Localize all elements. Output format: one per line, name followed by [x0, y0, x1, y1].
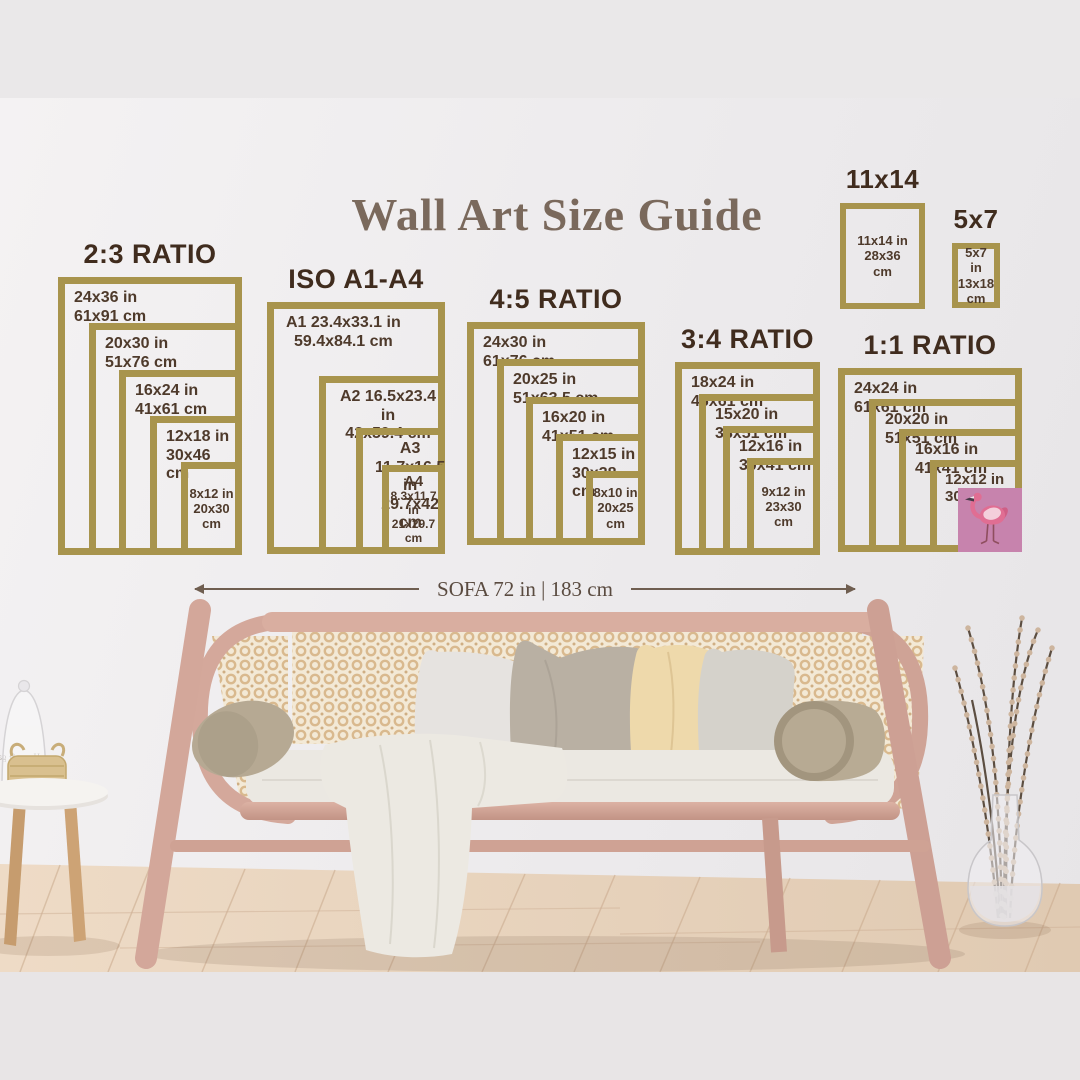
- size-frame: 8x12 in 20x30 cm: [181, 462, 242, 555]
- ratio-set-4-5: 4:5 RATIO 24x30 in 61x76 cm 20x25 in 51x…: [467, 284, 645, 545]
- sofa-left-leg: [135, 599, 211, 969]
- bottom-gray-band: [0, 972, 1080, 1080]
- ratio-header: 1:1 RATIO: [863, 330, 997, 360]
- size-header: 11x14: [845, 164, 920, 194]
- flamingo-illustration: [965, 492, 1008, 545]
- bolster-pillows: [191, 700, 885, 782]
- size-frame: 5x7 in 13x18 cm: [952, 243, 1000, 308]
- sofa-measurement-label: SOFA 72 in | 183 cm: [437, 576, 613, 601]
- size-set-5x7: 5x7 5x7 in 13x18 cm: [952, 204, 1000, 308]
- ratio-set-iso: ISO A1-A4 A1 23.4x33.1 in 59.4x84.1 cm A…: [267, 264, 445, 554]
- page-title: Wall Art Size Guide: [351, 188, 763, 240]
- size-frame: 11x14 in 28x36 cm: [840, 203, 925, 309]
- branch-vase: [952, 615, 1055, 927]
- size-set-11x14: 11x14 11x14 in 28x36 cm: [840, 164, 925, 309]
- size-frame: 8x10 in 20x25 cm: [586, 471, 645, 545]
- ratio-header: 4:5 RATIO: [489, 284, 623, 314]
- ratio-header: ISO A1-A4: [288, 264, 424, 294]
- right-arrow-line: [630, 584, 857, 594]
- rattan-sofa: [135, 599, 951, 969]
- left-arrow-line: [193, 584, 420, 594]
- draped-blanket: [320, 733, 568, 958]
- ratio-set-1-1: 1:1 RATIO 24x24 in 61x61 cm 20x20 in 51x…: [838, 330, 1022, 552]
- size-frame: A4 8.3x11.7 in 21x29.7 cm: [382, 465, 445, 554]
- ratio-set-2-3: 2:3 RATIO 24x36 in 61x91 cm 20x30 in 51x…: [58, 239, 242, 555]
- size-frame: 9x12 in 23x30 cm: [747, 458, 820, 555]
- top-gray-band: [0, 0, 1080, 98]
- ratio-set-3-4: 3:4 RATIO 18x24 in 46x61 cm 15x20 in 38x…: [675, 324, 820, 555]
- size-header: 5x7: [953, 204, 999, 234]
- wood-floor: [0, 864, 1080, 972]
- sofa-right-leg: [867, 599, 951, 969]
- flamingo-art-print: [958, 488, 1022, 552]
- room-scene: Home & garden: [0, 599, 1080, 972]
- side-table: Home & garden: [0, 679, 108, 946]
- throw-pillows: [414, 640, 795, 772]
- sofa-measurement: SOFA 72 in | 183 cm: [193, 576, 857, 602]
- ratio-header: 2:3 RATIO: [83, 239, 217, 269]
- ratio-header: 3:4 RATIO: [680, 324, 815, 354]
